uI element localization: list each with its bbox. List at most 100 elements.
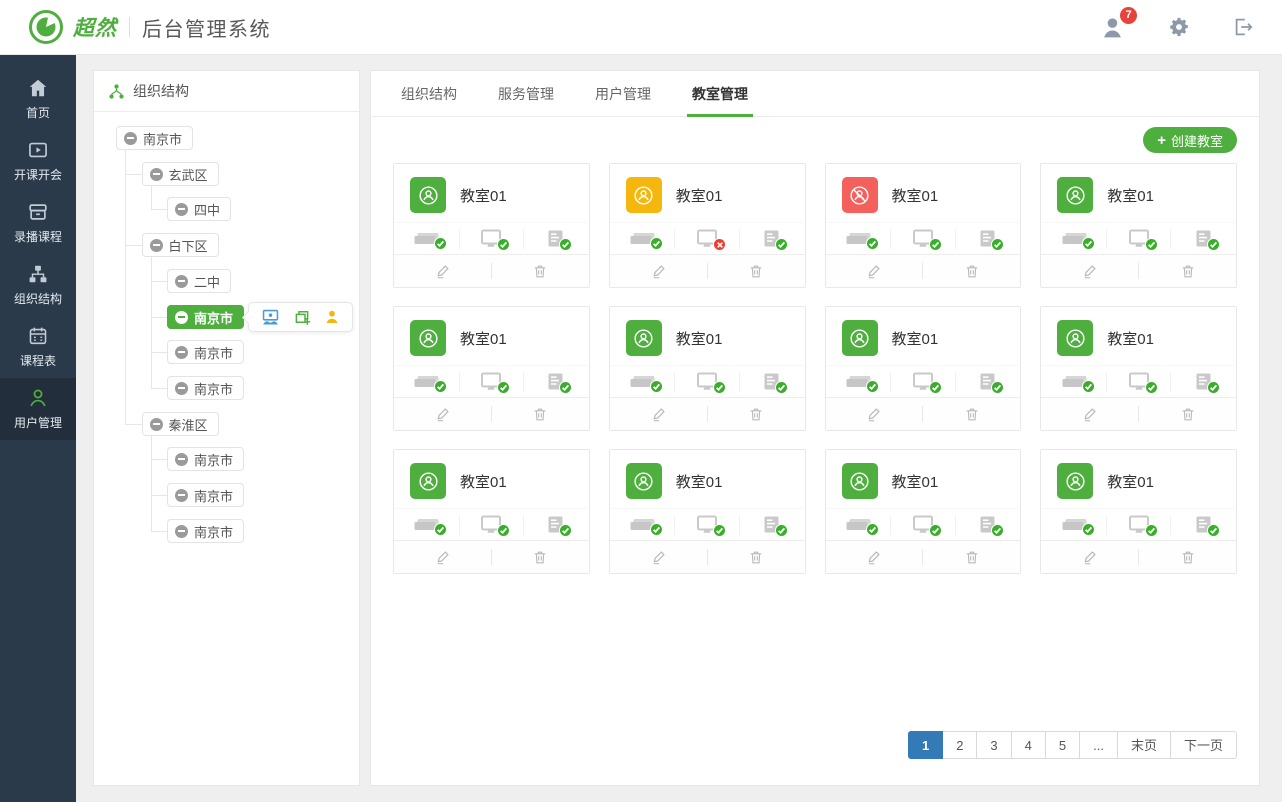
delete-button[interactable] [1139, 406, 1236, 423]
sidebar-item-user[interactable]: 用户管理 [0, 378, 76, 440]
collapse-minus-icon[interactable] [149, 238, 163, 252]
sidebar-item-video[interactable]: 开课开会 [0, 130, 76, 192]
tree-node[interactable]: 秦淮区 [141, 412, 219, 436]
logout-icon[interactable] [1232, 16, 1254, 38]
status-ok-icon [1206, 238, 1220, 251]
tab-users[interactable]: 用户管理 [595, 86, 651, 102]
device-status-row [610, 365, 804, 397]
collapse-minus-icon[interactable] [149, 417, 163, 431]
collapse-minus-icon[interactable] [175, 202, 188, 216]
edit-button[interactable] [1041, 549, 1138, 566]
pencil-icon [434, 406, 451, 423]
delete-button[interactable] [1139, 549, 1236, 566]
collapse-minus-icon[interactable] [175, 345, 188, 359]
delete-button[interactable] [708, 549, 805, 566]
status-divider [1105, 514, 1107, 535]
home-icon [27, 77, 49, 99]
page-5[interactable]: 5 [1044, 731, 1081, 759]
page-next[interactable]: 下一页 [1169, 731, 1237, 759]
delete-button[interactable] [708, 406, 805, 423]
notifications-user-icon[interactable]: 7 [1101, 6, 1137, 40]
status-ok-icon [1144, 524, 1158, 537]
tab-classrooms[interactable]: 教室管理 [687, 71, 753, 117]
edit-button[interactable] [394, 549, 491, 566]
classroom-name: 教室01 [891, 473, 939, 491]
edit-button[interactable] [826, 549, 923, 566]
node-actions-popup [248, 302, 353, 332]
edit-button[interactable] [610, 263, 707, 280]
sidebar-item-label: 课程表 [19, 354, 56, 368]
settings-gear-icon[interactable] [1168, 16, 1190, 38]
page-last[interactable]: 末页 [1116, 731, 1171, 759]
status-ok-icon [559, 381, 573, 394]
tree-node[interactable]: 南京市 [167, 340, 245, 364]
tree-node-label: 二中 [194, 274, 221, 290]
collapse-minus-icon[interactable] [124, 131, 137, 145]
collapse-minus-icon[interactable] [175, 274, 188, 288]
tree-node[interactable]: 四中 [167, 197, 232, 221]
create-classroom-button[interactable]: + 创建教室 [1143, 127, 1237, 153]
sidebar-item-home[interactable]: 首页 [0, 68, 76, 130]
tree-node[interactable]: 南京市 [167, 305, 245, 329]
tree-node-label: 南京市 [194, 345, 234, 361]
status-divider [674, 228, 676, 249]
status-ok-icon [865, 237, 879, 250]
edit-button[interactable] [394, 263, 491, 280]
sidebar-item-sitemap[interactable]: 组织结构 [0, 254, 76, 316]
collapse-minus-icon[interactable] [175, 310, 188, 324]
tree-node-label: 秦淮区 [168, 417, 208, 433]
classroom-action-icon[interactable] [261, 309, 280, 326]
tab-org[interactable]: 组织结构 [401, 86, 457, 102]
status-ok-icon [928, 524, 942, 537]
edit-button[interactable] [1041, 263, 1138, 280]
tree-node[interactable]: 南京市 [167, 376, 245, 400]
collapse-minus-icon[interactable] [175, 524, 188, 538]
pencil-icon [1081, 406, 1098, 423]
classroom-avatar-icon [625, 320, 662, 356]
tree-node[interactable]: 南京市 [167, 483, 245, 507]
tree-node[interactable]: 南京市 [116, 126, 194, 150]
edit-button[interactable] [826, 263, 923, 280]
display-status [460, 515, 524, 537]
tree-node[interactable]: 二中 [167, 269, 232, 293]
delete-button[interactable] [1139, 263, 1236, 280]
delete-button[interactable] [708, 263, 805, 280]
collapse-minus-icon[interactable] [175, 381, 188, 395]
page-1[interactable]: 1 [907, 731, 944, 759]
edit-button[interactable] [826, 406, 923, 423]
page-3[interactable]: 3 [976, 731, 1012, 759]
collapse-minus-icon[interactable] [175, 488, 188, 502]
delete-button[interactable] [923, 406, 1020, 423]
page-4[interactable]: 4 [1010, 731, 1046, 759]
delete-button[interactable] [492, 406, 589, 423]
edit-button[interactable] [394, 406, 491, 423]
status-ok-icon [559, 524, 573, 537]
delete-button[interactable] [923, 549, 1020, 566]
delete-button[interactable] [492, 263, 589, 280]
collapse-minus-icon[interactable] [175, 452, 188, 466]
page-2[interactable]: 2 [942, 731, 978, 759]
card-footer [825, 540, 1021, 573]
edit-button[interactable] [610, 406, 707, 423]
recorder-status [827, 373, 891, 393]
edit-button[interactable] [1041, 406, 1138, 423]
sidebar-item-calendar[interactable]: 课程表 [0, 316, 76, 378]
status-divider [674, 514, 676, 535]
page-ellipsis[interactable]: ... [1079, 731, 1118, 759]
edit-button[interactable] [610, 549, 707, 566]
delete-button[interactable] [492, 549, 589, 566]
tree-node[interactable]: 南京市 [167, 519, 245, 543]
sidebar-item-archive[interactable]: 录播课程 [0, 192, 76, 254]
add-org-action-icon[interactable] [293, 308, 311, 326]
card-header: 教室01 [610, 307, 805, 365]
delete-button[interactable] [923, 263, 1020, 280]
tree-node[interactable]: 南京市 [167, 447, 245, 471]
tree-panel-header: 组织结构 [94, 71, 359, 112]
collapse-minus-icon[interactable] [149, 167, 163, 181]
tab-service[interactable]: 服务管理 [498, 86, 554, 102]
display-status [891, 515, 955, 537]
add-user-action-icon[interactable] [324, 309, 340, 325]
tree-node[interactable]: 白下区 [141, 233, 219, 257]
header-actions: 7 [1101, 6, 1254, 40]
tree-node[interactable]: 玄武区 [141, 162, 219, 186]
